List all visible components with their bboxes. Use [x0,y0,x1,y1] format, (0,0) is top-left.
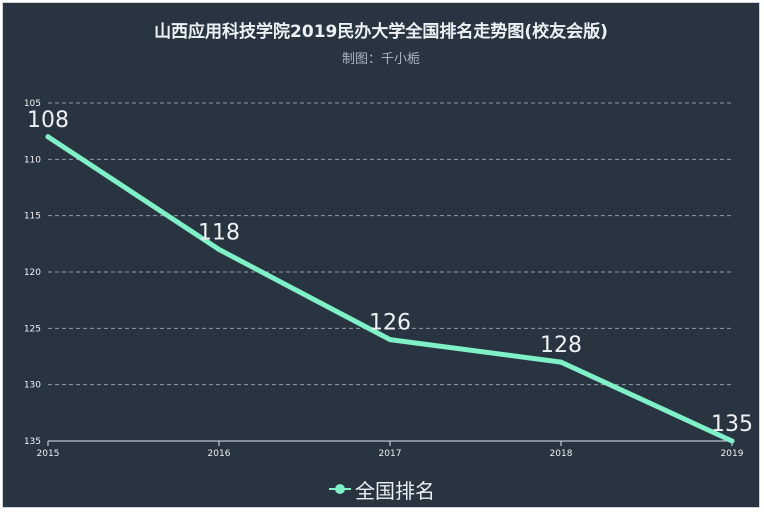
data-point [558,359,564,365]
y-tick-label: 120 [24,268,41,278]
axes: 105 110 115 120 125 130 135 2015 2016 2017 2018 201… [24,99,744,459]
data-point [216,246,222,252]
legend[interactable]: 全国排名 [0,474,764,504]
data-label: 126 [369,311,411,336]
data-point [387,337,393,343]
legend-label: 全国排名 [355,478,435,503]
y-tick-label: 125 [24,324,41,334]
data-label: 128 [540,333,582,358]
legend-marker-icon [329,482,351,496]
y-tick-label: 135 [24,437,41,447]
x-tick-label: 2016 [208,449,231,459]
legend-dot [335,484,345,494]
grid-lines [48,102,732,386]
data-label: 118 [198,220,240,245]
y-tick-label: 110 [24,155,41,165]
y-tick-label: 115 [24,212,41,222]
series [45,134,735,444]
x-tick-label: 2018 [550,449,573,459]
x-tick-label: 2015 [37,449,60,459]
chart-title: 山西应用科技学院2019民办大学全国排名走势图(校友会版) [154,22,608,42]
x-tick-label: 2017 [379,449,402,459]
data-point [45,134,51,140]
y-tick-label: 130 [24,381,41,391]
x-tick-label: 2019 [721,449,744,459]
data-label: 135 [711,412,753,437]
y-tick-label: 105 [24,99,41,109]
data-point [729,438,735,444]
data-labels: 108 118 126 128 135 [27,108,753,437]
chart-subtitle: 制图：千小栀 [341,52,420,67]
series-line [45,134,735,444]
data-label: 108 [27,108,69,133]
